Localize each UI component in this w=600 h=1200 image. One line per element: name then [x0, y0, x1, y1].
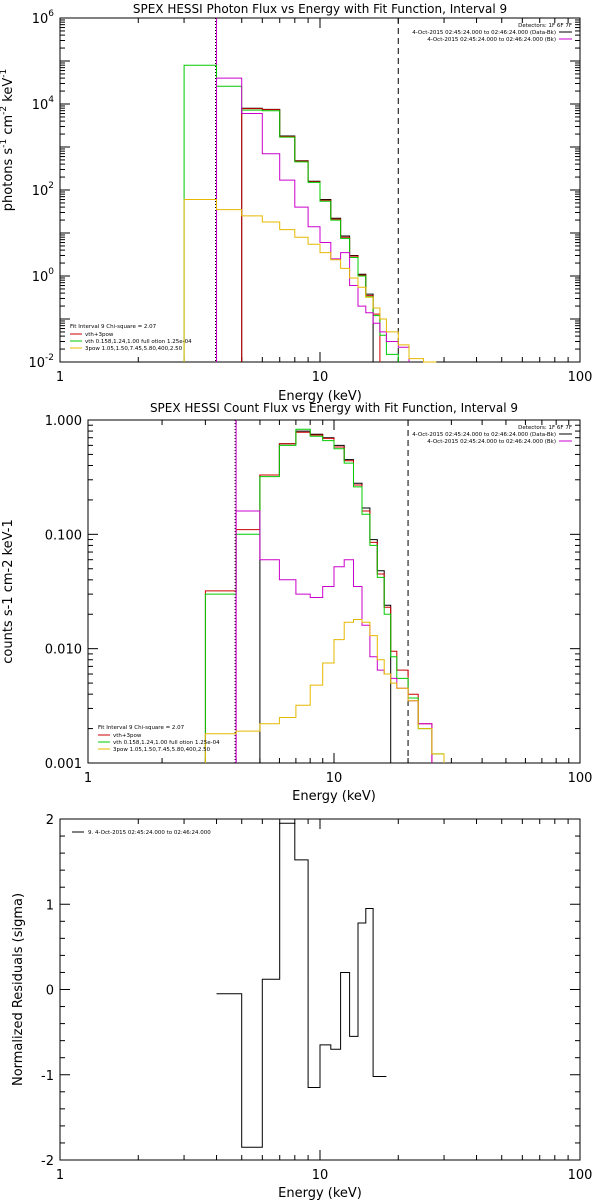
series-line-1	[241, 107, 374, 362]
y-tick-label: 1.000	[45, 414, 82, 429]
plot-frame	[87, 419, 581, 764]
y-tick-label: 100	[32, 267, 55, 285]
series-line-3	[183, 64, 399, 362]
series-line-1	[216, 822, 387, 1148]
legend-fit-entry: vth 0.158,1.24,1.00 full otion 1.25e-04	[85, 339, 192, 345]
y-tick-label: 2	[46, 813, 54, 828]
legend-entry-data-bk: 4-Oct-2015 02:45:24.000 to 02:46:24.000 …	[412, 30, 556, 36]
chart-title: SPEX HESSI Count Flux vs Energy with Fit…	[150, 401, 518, 415]
series-line-1	[259, 430, 392, 763]
x-tick-label: 10	[326, 771, 343, 786]
chart-panel-2: SPEX HESSI Count Flux vs Energy with Fit…	[1, 401, 592, 804]
y-tick-label: -2	[41, 1154, 54, 1169]
x-tick-label: 100	[568, 370, 593, 385]
legend-entry-bk: 4-Oct-2015 02:45:24.000 to 02:46:24.000 …	[427, 439, 556, 445]
series-line-5	[204, 619, 445, 763]
legend-fit-header: Fit Interval 9 Chi-square = 2.07	[98, 725, 185, 731]
legend-detectors: Detectors: 1F 6F 7F	[518, 23, 572, 29]
x-tick-label: 100	[568, 771, 593, 786]
y-axis-label: photons s-1 cm-2 keV-1	[0, 69, 16, 211]
x-tick-label: 1	[56, 370, 64, 385]
series-line-4	[235, 510, 433, 763]
y-axis-label: counts s-1 cm-2 keV-1	[1, 519, 16, 664]
legend-fit-entry: vth+3pow	[113, 733, 142, 739]
chart-panel-1: SPEX HESSI Photon Flux vs Energy with Fi…	[0, 2, 592, 404]
y-tick-label: 106	[32, 9, 55, 27]
x-axis-label: Energy (keV)	[292, 789, 376, 804]
y-tick-label: 0	[46, 984, 54, 999]
y-tick-label: 1	[46, 898, 54, 913]
y-tick-label: -1	[41, 1069, 54, 1084]
x-tick-label: 100	[568, 1168, 593, 1183]
y-tick-label: 104	[32, 95, 55, 113]
x-axis-label: Energy (keV)	[278, 389, 362, 404]
legend-interval-entry: 9. 4-Oct-2015 02:45:24.000 to 02:46:24.0…	[88, 830, 211, 836]
x-tick-label: 1	[56, 1168, 64, 1183]
legend-entry-data-bk: 4-Oct-2015 02:45:24.000 to 02:46:24.000 …	[412, 432, 556, 438]
y-tick-label: 10-2	[28, 353, 54, 371]
series-line-5	[183, 199, 437, 363]
legend-fit-entry: vth 0.158,1.24,1.00 full otion 1.25e-04	[113, 740, 220, 746]
legend-fit-header: Fit Interval 9 Chi-square = 2.07	[70, 324, 157, 330]
x-tick-label: 1	[84, 771, 92, 786]
y-tick-label: 0.010	[45, 643, 82, 658]
chart-title: SPEX HESSI Photon Flux vs Energy with Fi…	[133, 2, 507, 16]
y-tick-label: 0.001	[45, 757, 82, 772]
legend-fit-entry: 3pow 1.05,1.50,7.45,5.80,400,2.50	[113, 747, 211, 753]
chart-panel-3: 1 10 100 Energy (keV) -2 -1 0 1 2 Normalized Resi…	[11, 813, 592, 1200]
series-line-4	[216, 77, 410, 362]
legend-fit-entry: vth+3pow	[85, 332, 114, 338]
x-axis-label: Energy (keV)	[278, 1186, 362, 1200]
legend-fit-entry: 3pow 1.05,1.50,7.45,5.80,400,2.50	[85, 346, 183, 352]
x-tick-label: 10	[312, 1168, 329, 1183]
plot-frame	[59, 818, 581, 1161]
legend-entry-bk: 4-Oct-2015 02:45:24.000 to 02:46:24.000 …	[427, 37, 556, 43]
legend-detectors: Detectors: 1F 6F 7F	[518, 425, 572, 431]
y-axis-label: Normalized Residuals (sigma)	[11, 893, 26, 1086]
x-tick-label: 10	[312, 370, 329, 385]
y-tick-label: 102	[32, 181, 54, 199]
y-tick-label: 0.100	[45, 528, 82, 543]
